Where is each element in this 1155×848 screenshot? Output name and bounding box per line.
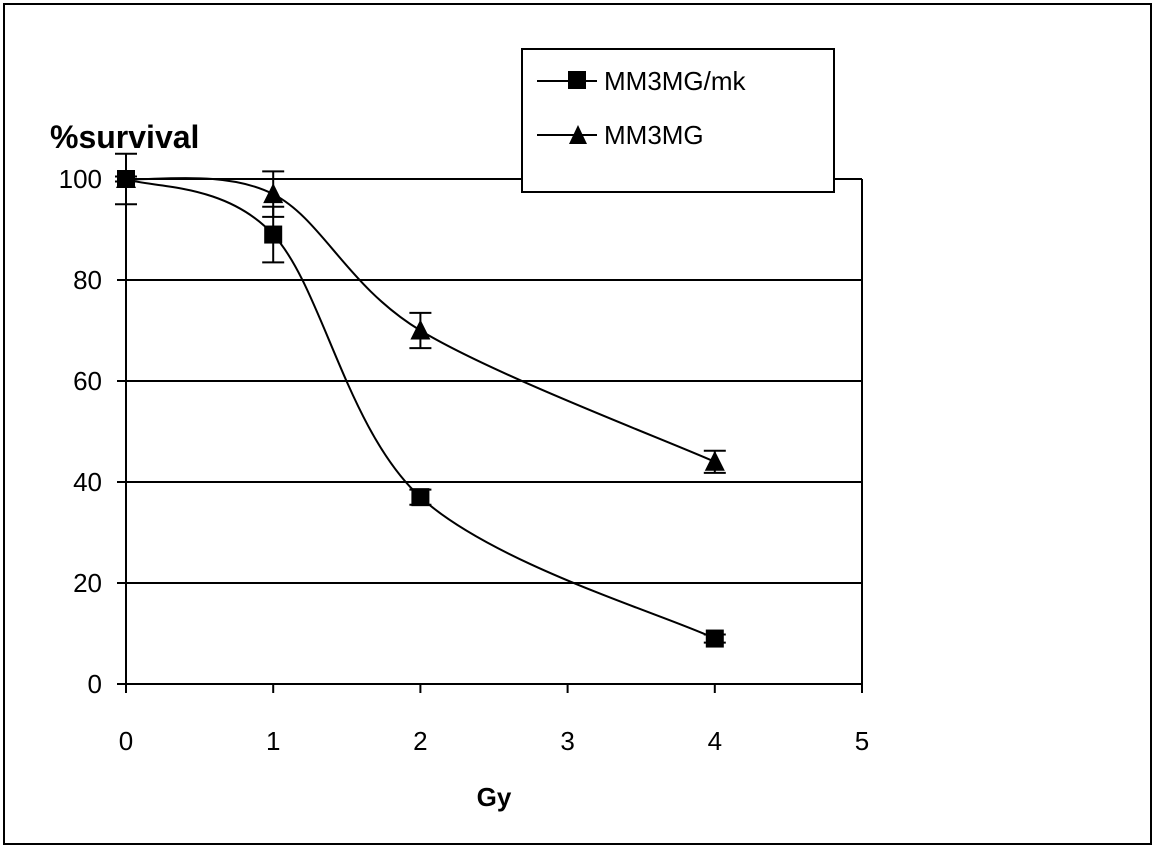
legend-label-mm3mg-mk: MM3MG/mk (604, 66, 747, 96)
y-axis-title: %survival (50, 119, 199, 155)
point-mm3mg-mk-1 (264, 225, 283, 244)
point-mm3mg-4 (704, 450, 725, 471)
y-tick-label-20: 20 (73, 568, 102, 598)
series-line-mm3mg (125, 177, 716, 463)
x-tick-label-4: 4 (708, 726, 722, 756)
x-axis-title: Gy (477, 782, 512, 812)
axes-layer: 0 20 40 60 80 100 0 1 2 3 4 5 (59, 164, 870, 756)
legend-marker-triangle (569, 125, 587, 144)
y-tick-label-100: 100 (59, 164, 102, 194)
x-tick-label-3: 3 (560, 726, 574, 756)
point-mm3mg-1 (263, 183, 284, 204)
point-mm3mg-mk-2 (411, 488, 430, 507)
x-tick-label-0: 0 (119, 726, 133, 756)
grid-layer (126, 178, 863, 684)
x-tick-label-2: 2 (413, 726, 427, 756)
legend: MM3MG/mk MM3MG (521, 48, 835, 193)
legend-label-mm3mg: MM3MG (604, 120, 704, 150)
point-mm3mg-2 (410, 319, 431, 340)
x-tick-label-5: 5 (855, 726, 869, 756)
point-mm3mg-0 (116, 168, 136, 188)
series-line-mm3mg-mk (125, 178, 716, 640)
labels-layer: %survival Gy (50, 119, 512, 812)
y-tick-label-0: 0 (88, 669, 102, 699)
legend-marker-square (568, 71, 586, 89)
x-tick-label-1: 1 (266, 726, 280, 756)
point-mm3mg-mk-4 (705, 629, 724, 648)
series-layer (115, 152, 726, 648)
y-tick-label-40: 40 (73, 467, 102, 497)
y-tick-label-60: 60 (73, 366, 102, 396)
y-tick-label-80: 80 (73, 265, 102, 295)
